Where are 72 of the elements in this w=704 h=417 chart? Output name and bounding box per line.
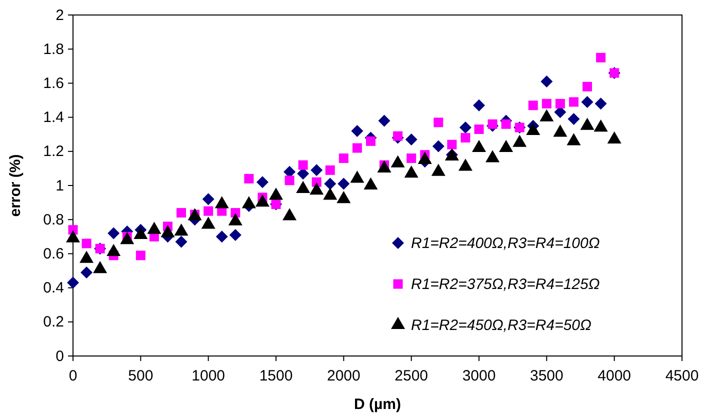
point — [459, 122, 472, 134]
y-tick-label: 0.6 — [43, 246, 64, 262]
point — [82, 238, 92, 248]
point — [351, 124, 364, 137]
point — [378, 114, 390, 127]
y-tick-label: 2 — [56, 6, 64, 24]
x-tick-label: 3000 — [462, 368, 496, 385]
y-axis-title: error (%) — [7, 154, 24, 217]
x-tick-label: 4000 — [598, 368, 632, 385]
point — [325, 165, 335, 175]
point — [568, 113, 580, 126]
point — [596, 52, 606, 62]
point — [528, 100, 538, 110]
point — [229, 228, 242, 241]
y-tick-label: 1.8 — [43, 40, 64, 58]
x-tick-label: 4500 — [665, 368, 699, 385]
y-tick-label: 0.2 — [43, 314, 64, 331]
point — [216, 230, 228, 243]
point — [310, 164, 323, 176]
legend-label: R1=R2=400Ω,R3=R4=100Ω — [411, 235, 600, 252]
point — [324, 178, 336, 190]
y-tick-label: 0 — [56, 348, 64, 365]
x-tick-label: 1500 — [259, 368, 293, 385]
point — [338, 178, 350, 190]
point — [80, 266, 93, 278]
point — [434, 118, 444, 128]
point — [366, 136, 376, 146]
point — [67, 276, 79, 289]
x-tick-label: 2500 — [394, 368, 428, 385]
point — [432, 140, 444, 152]
x-axis-title: D (µm) — [354, 396, 401, 413]
point — [488, 119, 498, 129]
point — [338, 153, 348, 163]
x-tick-label: 2000 — [326, 368, 360, 385]
x-tick-label: 0 — [68, 368, 78, 385]
point — [175, 236, 188, 248]
point — [540, 75, 553, 88]
y-tick-label: 0.8 — [43, 211, 64, 228]
point — [555, 98, 565, 108]
y-tick-label: 1.6 — [43, 75, 64, 92]
y-tick-label: 0.4 — [43, 280, 64, 297]
point — [108, 227, 120, 240]
y-tick-label: 1 — [56, 177, 64, 194]
y-tick-label: 1.4 — [43, 109, 64, 126]
legend-label: R1=R2=375Ω,R3=R4=125Ω — [411, 276, 600, 293]
point — [501, 119, 511, 129]
point — [244, 174, 254, 184]
x-tick-label: 3500 — [530, 368, 564, 385]
point — [202, 193, 214, 206]
point — [594, 98, 607, 110]
point — [176, 208, 186, 218]
point — [204, 206, 214, 216]
point — [582, 82, 592, 92]
point — [447, 140, 457, 150]
point — [568, 97, 578, 107]
point — [136, 250, 146, 260]
point — [474, 124, 484, 134]
point — [405, 133, 418, 146]
point — [393, 131, 403, 141]
point — [406, 153, 416, 163]
point — [352, 143, 362, 153]
point — [542, 98, 552, 108]
point — [256, 176, 268, 188]
point — [298, 160, 308, 170]
point — [284, 176, 294, 186]
y-tick-label: 1.2 — [43, 143, 64, 160]
x-tick-label: 500 — [128, 368, 154, 385]
legend-label: R1=R2=450Ω,R3=R4=50Ω — [411, 317, 592, 334]
point — [473, 99, 485, 112]
point — [581, 96, 594, 108]
point — [460, 133, 470, 143]
x-tick-label: 1000 — [192, 368, 226, 385]
